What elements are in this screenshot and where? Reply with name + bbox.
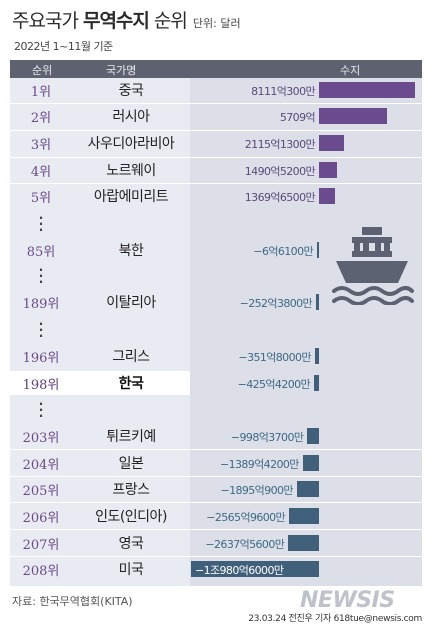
table-header: 순위 국가명 수지 [10, 60, 422, 78]
ellipsis-dots: · · · [38, 397, 44, 423]
value-label: −1조980억6000만 [195, 564, 284, 577]
country-label: 프랑스 [112, 482, 150, 498]
value-label: −351억8000만 [238, 351, 311, 364]
header-country: 국가명 [106, 64, 137, 77]
country-label: 일본 [118, 456, 144, 472]
title-part-bold: 무역수지 [82, 10, 150, 32]
ship-icon [332, 227, 414, 305]
rank-label: 207위 [22, 538, 60, 553]
country-label: 러시아 [112, 109, 150, 125]
rank-label: 189위 [22, 297, 60, 312]
value-label: 8111억300만 [251, 85, 315, 98]
header-balance: 수지 [340, 64, 361, 77]
data-bar [302, 455, 319, 471]
row-separator [10, 556, 422, 557]
header-rank: 순위 [32, 64, 53, 77]
data-bar [307, 428, 319, 444]
country-label: 북한 [118, 243, 144, 259]
data-bar [319, 188, 336, 204]
ellipsis-dots: · · · [38, 211, 44, 237]
chart-subtitle: 2022년 1~11월 기준 [14, 40, 113, 53]
title-part-1: 주요국가 [12, 10, 83, 32]
country-label: 노르웨이 [106, 163, 156, 179]
value-label: −6억6100만 [253, 245, 313, 258]
value-label: 2115억1300만 [244, 138, 316, 151]
data-bar [319, 162, 337, 178]
row-separator [10, 449, 422, 450]
rank-label: 4위 [30, 165, 52, 180]
row-separator [10, 502, 422, 503]
data-bar [319, 108, 387, 124]
rank-label: 5위 [30, 191, 52, 206]
country-label: 튀르키예 [106, 429, 156, 445]
data-bar [296, 481, 319, 497]
rank-label: 3위 [30, 138, 52, 153]
value-label: −2565억9600만 [206, 511, 286, 524]
row-separator [10, 103, 422, 104]
ranking-table: · · · · · · · · · · · · 1위 중국 8111억300만 2위 러시아 5709억 3위 사우디… [10, 78, 422, 586]
data-bar [319, 82, 415, 98]
rank-label: 2위 [30, 111, 52, 126]
data-bar [314, 348, 319, 364]
country-label: 한국 [118, 376, 144, 392]
rank-label: 85위 [26, 245, 56, 260]
row-separator [10, 157, 422, 158]
data-bar [191, 561, 319, 577]
credit-line: 23.03.24 전진우 기자 618tue@newsis.com [248, 614, 422, 624]
rank-label: 206위 [22, 511, 60, 526]
country-label: 인도(인디아) [95, 509, 167, 525]
data-bar [288, 535, 319, 551]
bar-zone [190, 78, 422, 586]
value-label: 1369억6500만 [244, 191, 316, 204]
rank-label: 204위 [22, 458, 60, 473]
newsis-logo: NEWSIS [300, 588, 395, 613]
row-separator [10, 183, 422, 184]
value-label: −425억4200만 [237, 378, 311, 391]
rank-label: 205위 [22, 484, 60, 499]
title-text: 주요국가 무역수지 순위 [12, 10, 188, 32]
value-label: −1389억4200만 [219, 458, 299, 471]
chart-title: 주요국가 무역수지 순위 단위: 달러 [12, 6, 241, 33]
data-bar [317, 242, 319, 258]
ellipsis-dots: · · · [38, 317, 44, 343]
ellipsis-dots: · · · [38, 263, 44, 289]
data-bar [314, 375, 319, 391]
rank-label: 203위 [22, 431, 60, 446]
value-label: −998억3700만 [230, 431, 304, 444]
row-separator [10, 529, 422, 530]
value-label: 5709억 [279, 111, 316, 124]
rank-label: 198위 [22, 378, 60, 393]
row-separator [10, 476, 422, 477]
rank-label: 208위 [22, 564, 60, 579]
unit-label: 단위: 달러 [192, 17, 241, 30]
country-label: 영국 [118, 536, 144, 552]
data-bar [289, 508, 319, 524]
value-label: −2637억5600만 [205, 538, 285, 551]
source-note: 자료: 한국무역협회(KITA) [12, 595, 133, 608]
highlight-band [10, 371, 190, 395]
country-label: 아랍에미리트 [93, 189, 169, 205]
value-label: −1895억900만 [220, 484, 293, 497]
rank-label: 1위 [30, 85, 52, 100]
row-separator [10, 130, 422, 131]
country-label: 이탈리아 [106, 295, 156, 311]
data-bar [319, 135, 345, 151]
country-label: 그리스 [112, 349, 150, 365]
rank-label: 196위 [22, 351, 60, 366]
data-bar [316, 294, 319, 310]
country-label: 중국 [118, 83, 144, 99]
country-label: 미국 [118, 562, 144, 578]
title-part-2: 순위 [148, 10, 188, 32]
value-label: −252억3800만 [239, 297, 313, 310]
value-label: 1490억5200만 [244, 165, 316, 178]
country-label: 사우디아라비아 [87, 136, 175, 152]
